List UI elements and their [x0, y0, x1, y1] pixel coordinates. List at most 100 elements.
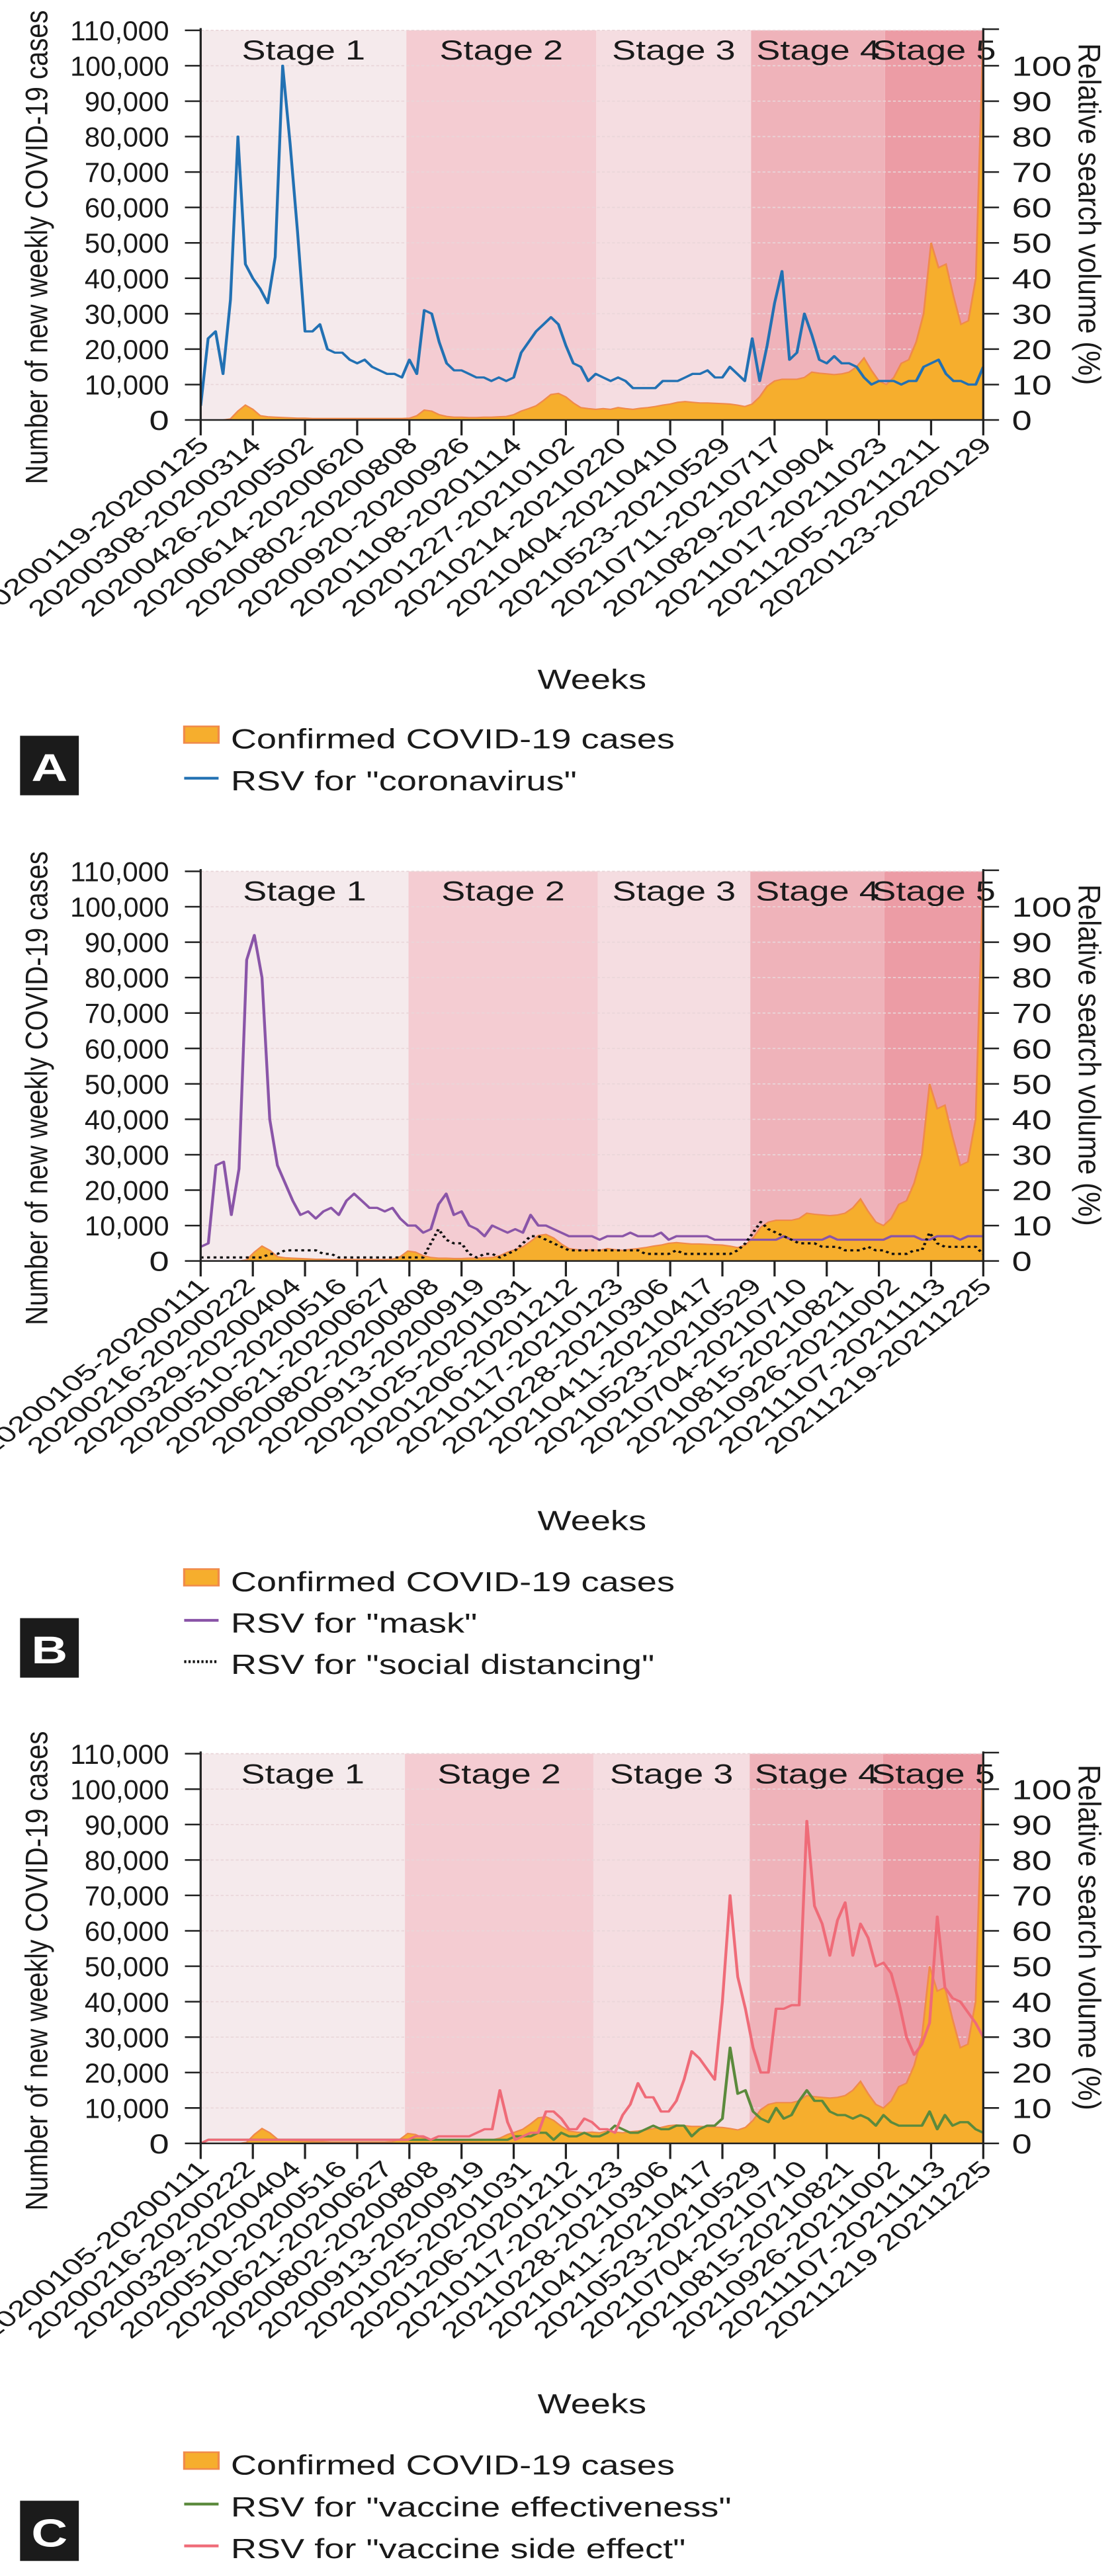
stage-band [200, 1753, 406, 2143]
left-tick-label: 0 [150, 2129, 169, 2160]
legend-label: RSV for "mask" [231, 1608, 477, 1639]
stage-label: Stage 5 [872, 876, 996, 907]
legend-swatch [183, 726, 220, 744]
panel-letter: A [31, 747, 67, 790]
right-tick-label: 10 [1012, 370, 1052, 401]
stage-label: Stage 3 [612, 35, 736, 66]
stage-band [750, 1753, 883, 2143]
left-tick-label: 110,000 [70, 1739, 169, 1770]
right-tick-label: 10 [1012, 1211, 1052, 1242]
panel-letter: C [31, 2511, 67, 2555]
right-tick-label: 70 [1012, 999, 1052, 1030]
stage-band [408, 871, 598, 1261]
legend-item: Confirmed COVID-19 cases [183, 724, 675, 755]
panel-letter-box [20, 2501, 79, 2561]
legend-item: RSV for "mask" [184, 1608, 477, 1639]
y-axis-title-left: Number of new weekly COVID-19 cases [19, 1731, 55, 2211]
right-tick-label: 30 [1012, 299, 1052, 330]
legend-label: Confirmed COVID-19 cases [231, 2450, 675, 2481]
right-tick-label: 70 [1012, 157, 1052, 188]
x-axis-title: Weeks [538, 1505, 647, 1536]
left-tick-label: 110,000 [70, 16, 169, 47]
right-tick-label: 0 [1012, 2129, 1032, 2160]
legend-label: RSV for "coronavirus" [231, 766, 577, 797]
left-tick-label: 30,000 [85, 2022, 169, 2054]
left-tick-label: 60,000 [85, 1034, 169, 1065]
left-tick-label: 50,000 [85, 1952, 169, 1983]
left-tick-label: 50,000 [85, 228, 169, 259]
stage-band [200, 30, 407, 421]
x-axis-title: Weeks [538, 665, 647, 696]
right-tick-label: 50 [1012, 1069, 1052, 1101]
legend-label: RSV for "social distancing" [231, 1649, 654, 1681]
stage-label: Stage 3 [610, 1759, 734, 1790]
legend-item: RSV for "vaccine side effect" [184, 2534, 685, 2565]
rsv-line-1 [200, 934, 984, 1248]
left-tick-label: 70,000 [85, 999, 169, 1030]
right-tick-label: 90 [1012, 1810, 1052, 1841]
right-tick-label: 60 [1012, 193, 1052, 224]
left-tick-label: 90,000 [85, 1810, 169, 1841]
stage-band [405, 1753, 593, 2143]
left-tick-label: 50,000 [85, 1069, 169, 1101]
stage-label: Stage 1 [243, 876, 366, 907]
right-tick-label: 40 [1012, 1104, 1052, 1136]
stage-label: Stage 5 [873, 35, 996, 66]
right-tick-label: 100 [1012, 892, 1072, 923]
legend-item: RSV for "coronavirus" [184, 766, 577, 797]
legend-item: Confirmed COVID-19 cases [183, 2450, 675, 2481]
rsv-line-2 [200, 1221, 984, 1259]
left-tick-label: 10,000 [85, 370, 169, 401]
legend-label: RSV for "vaccine side effect" [231, 2534, 686, 2565]
stage-band [597, 871, 751, 1261]
stage-label: Stage 3 [612, 876, 736, 907]
left-tick-label: 20,000 [85, 1175, 169, 1206]
left-tick-label: 20,000 [85, 2058, 169, 2089]
cases-area [200, 1753, 984, 2143]
left-tick-label: 60,000 [85, 1916, 169, 1947]
right-tick-label: 70 [1012, 1881, 1052, 1912]
right-tick-label: 20 [1012, 335, 1052, 366]
stage-band [596, 30, 752, 421]
right-tick-label: 40 [1012, 264, 1052, 295]
panel-letter-box [20, 735, 79, 796]
stage-label: Stage 4 [756, 35, 880, 66]
right-tick-label: 80 [1012, 1845, 1052, 1876]
legend-label: Confirmed COVID-19 cases [231, 1567, 675, 1598]
stage-label: Stage 1 [241, 35, 365, 66]
left-tick-label: 10,000 [85, 2093, 169, 2124]
left-tick-label: 100,000 [70, 892, 169, 923]
right-tick-label: 0 [1012, 1247, 1032, 1278]
left-tick-label: 80,000 [85, 1845, 169, 1876]
legend-item: RSV for "vaccine effectiveness" [184, 2491, 732, 2522]
legend-label: RSV for "vaccine effectiveness" [231, 2491, 732, 2522]
rsv-line-2 [200, 1819, 984, 2143]
left-tick-label: 40,000 [85, 264, 169, 295]
legend-swatch [183, 2451, 220, 2470]
right-tick-label: 30 [1012, 2022, 1052, 2054]
y-axis-title-right: Relative search volume (%) [1071, 43, 1106, 385]
y-axis-title-right: Relative search volume (%) [1071, 884, 1106, 1226]
left-tick-label: 90,000 [85, 87, 169, 118]
right-tick-label: 60 [1012, 1916, 1052, 1947]
stage-label: Stage 4 [755, 1759, 879, 1790]
y-axis-title-left: Number of new weekly COVID-19 cases [20, 851, 55, 1325]
right-tick-label: 60 [1012, 1034, 1052, 1065]
right-tick-label: 100 [1012, 1774, 1072, 1806]
legend-swatch [183, 1568, 220, 1587]
right-tick-label: 100 [1012, 51, 1072, 82]
x-axis-title: Weeks [538, 2389, 647, 2420]
left-tick-label: 110,000 [70, 856, 169, 888]
legend-item: RSV for "social distancing" [184, 1649, 654, 1681]
stage-label: Stage 2 [437, 1759, 561, 1790]
right-tick-label: 10 [1012, 2093, 1052, 2124]
cases-area [200, 30, 984, 420]
stage-band [200, 871, 409, 1261]
left-tick-label: 10,000 [85, 1211, 169, 1242]
left-tick-label: 80,000 [85, 122, 169, 153]
left-tick-label: 100,000 [70, 51, 169, 82]
left-tick-label: 70,000 [85, 157, 169, 188]
